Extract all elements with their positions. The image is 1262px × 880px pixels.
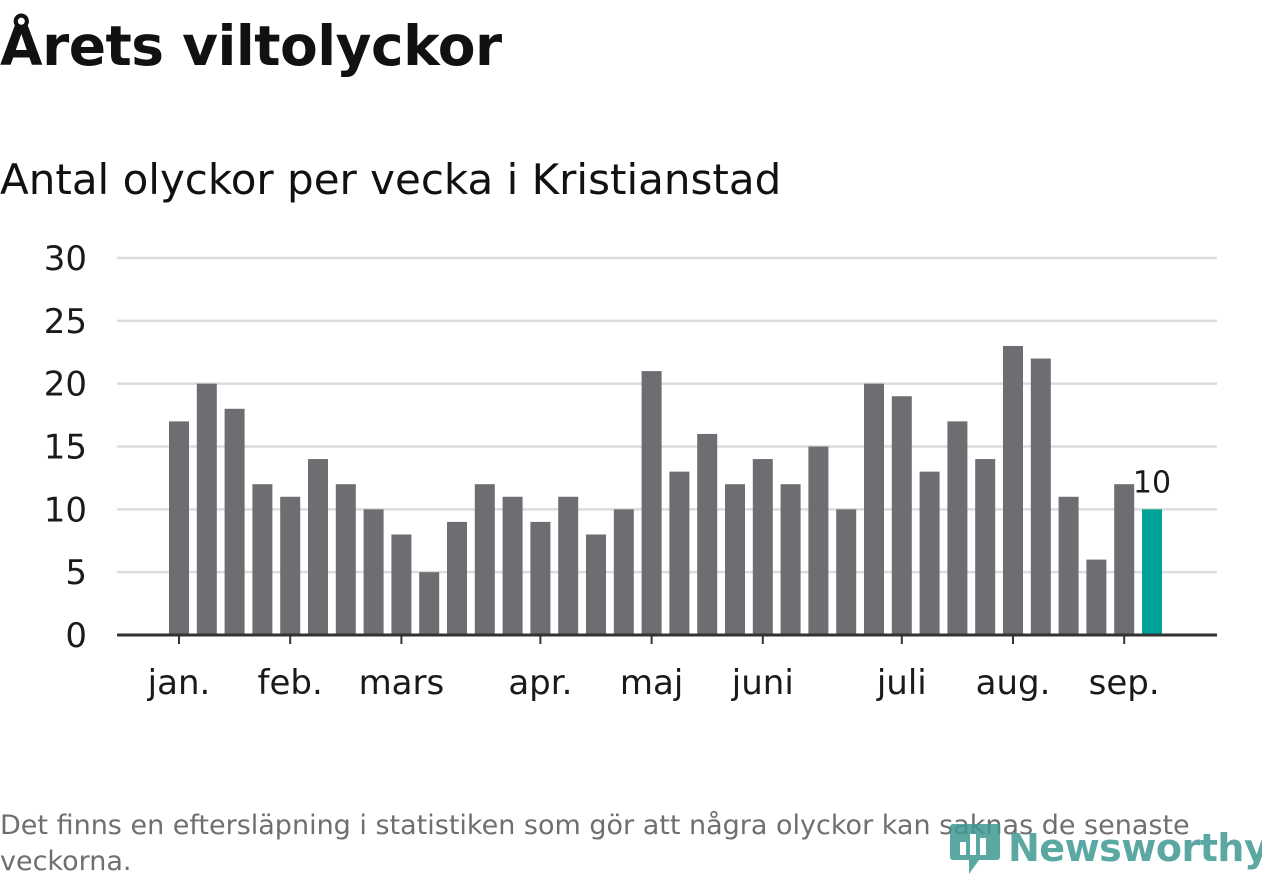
bar-chart: 0 5 10 15 20 25 30 jan. feb. mars apr. maj juni juli… bbox=[44, 239, 1217, 703]
bar bbox=[252, 484, 273, 635]
bar bbox=[335, 484, 356, 635]
bar bbox=[169, 421, 189, 635]
bar bbox=[1030, 358, 1051, 635]
bar bbox=[196, 383, 217, 635]
x-tick-label: juni bbox=[731, 663, 794, 703]
bar bbox=[586, 534, 606, 635]
y-tick-label: 20 bbox=[44, 365, 87, 405]
bar bbox=[725, 484, 745, 635]
bar bbox=[419, 572, 440, 635]
x-tick-label: sep. bbox=[1089, 663, 1160, 703]
bar bbox=[780, 484, 801, 635]
bar bbox=[669, 471, 690, 635]
bar bbox=[947, 421, 968, 635]
bar bbox=[1086, 559, 1107, 635]
bar-highlighted bbox=[1142, 509, 1162, 635]
bar bbox=[697, 433, 718, 635]
y-tick-label: 0 bbox=[65, 616, 87, 656]
y-tick-label: 25 bbox=[44, 302, 87, 342]
data-label: 10 bbox=[1133, 465, 1171, 500]
x-tick-label: maj bbox=[620, 663, 683, 703]
bar bbox=[613, 509, 634, 635]
bar bbox=[558, 496, 579, 635]
bar bbox=[919, 471, 940, 635]
y-tick-label: 15 bbox=[44, 428, 87, 468]
y-tick-label: 5 bbox=[65, 553, 87, 593]
data-labels: 10 bbox=[1133, 465, 1171, 500]
bar bbox=[474, 484, 495, 635]
bar bbox=[752, 459, 773, 635]
bar bbox=[224, 408, 245, 635]
logo-wordmark: Newsworthy bbox=[1008, 826, 1262, 870]
x-axis: jan. feb. mars apr. maj juni juli aug. sep. bbox=[117, 633, 1217, 703]
x-tick-label: juli bbox=[876, 663, 927, 703]
bar bbox=[308, 459, 328, 635]
bar bbox=[1003, 345, 1023, 635]
bar bbox=[891, 396, 912, 635]
bar bbox=[808, 446, 829, 635]
y-axis-ticks: 0 5 10 15 20 25 30 bbox=[44, 239, 87, 656]
bar bbox=[641, 371, 662, 635]
x-tick-label: jan. bbox=[147, 663, 211, 703]
bar bbox=[975, 459, 996, 635]
bar bbox=[864, 383, 884, 635]
chart-title: Årets viltolyckor bbox=[0, 14, 502, 78]
bar bbox=[502, 496, 523, 635]
chart-subtitle: Antal olyckor per vecka i Kristianstad bbox=[0, 155, 782, 204]
bar bbox=[280, 496, 301, 635]
newsworthy-logo-icon bbox=[950, 824, 1000, 874]
x-tick-label: mars bbox=[359, 663, 445, 703]
x-tick-label: aug. bbox=[976, 663, 1051, 703]
y-tick-label: 30 bbox=[44, 239, 87, 279]
bar bbox=[363, 509, 384, 635]
bar bbox=[1114, 484, 1135, 635]
bar bbox=[530, 521, 551, 635]
y-tick-label: 10 bbox=[44, 490, 87, 530]
bar bbox=[836, 509, 857, 635]
bars bbox=[169, 345, 1162, 635]
newsworthy-logo: Newsworthy bbox=[950, 818, 1262, 878]
bar bbox=[391, 534, 412, 635]
x-tick-label: apr. bbox=[508, 663, 572, 703]
bar bbox=[447, 521, 467, 635]
x-tick-label: feb. bbox=[258, 663, 323, 703]
bar bbox=[1058, 496, 1079, 635]
